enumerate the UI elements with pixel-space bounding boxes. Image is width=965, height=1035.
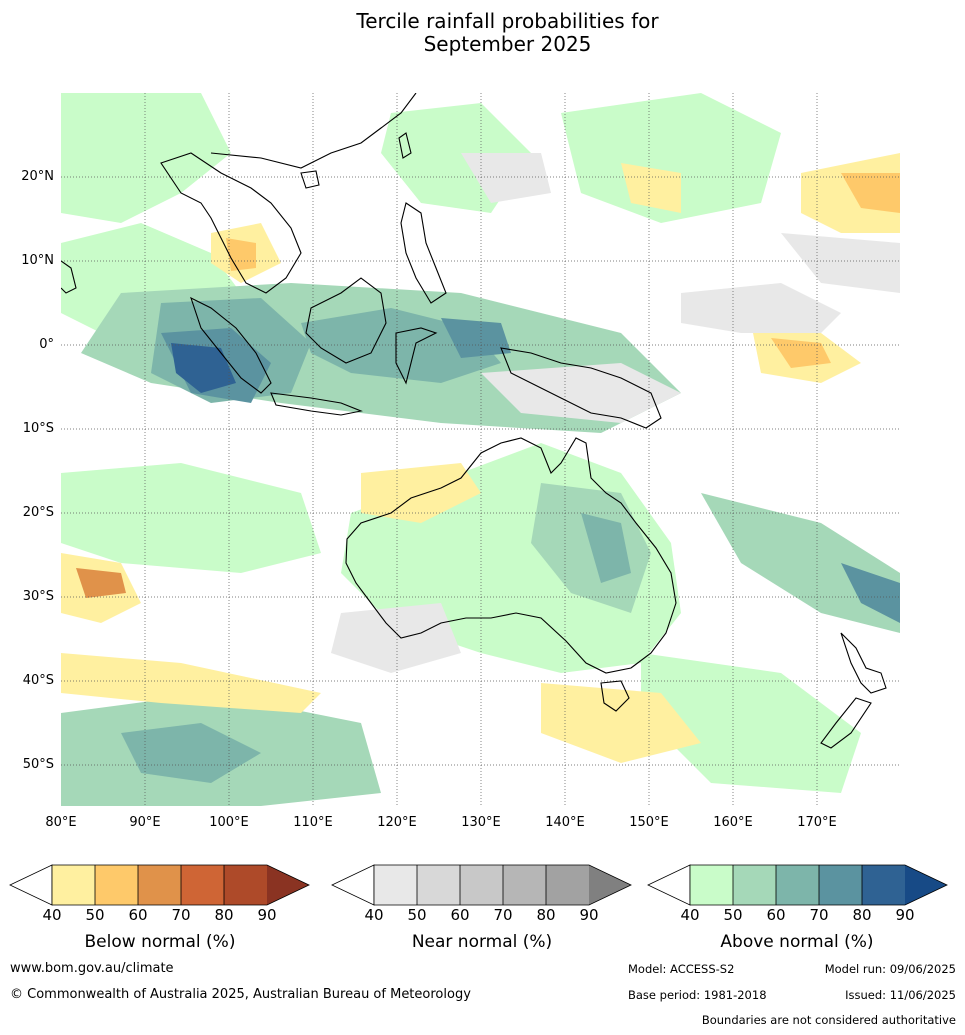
coastlines <box>60 92 887 749</box>
below-normal-label: Below normal (%) <box>84 932 236 952</box>
near-swatch-4 <box>503 865 546 905</box>
website-link[interactable]: www.bom.gov.au/climate <box>10 961 174 976</box>
below-swatch-6 <box>267 865 309 905</box>
lat-label-10n: 10°N <box>21 253 54 268</box>
below-swatch-3 <box>138 865 181 905</box>
lon-label-100e: 100°E <box>209 815 249 830</box>
sulawesi-coast <box>395 327 438 385</box>
below-swatch-1 <box>52 865 95 905</box>
lon-label-130e: 130°E <box>461 815 501 830</box>
lon-label-90e: 90°E <box>129 815 161 830</box>
above-tick-80: 80 <box>852 906 872 924</box>
near-swatch-3 <box>460 865 503 905</box>
base-period: Base period: 1981-2018 <box>628 988 767 1002</box>
lat-label-30s: 30°S <box>22 589 54 604</box>
indochina-coast <box>160 152 302 294</box>
below-tick-80: 80 <box>214 906 234 924</box>
below-tick-50: 50 <box>85 906 105 924</box>
near-tick-50: 50 <box>407 906 427 924</box>
below-swatch-5 <box>224 865 267 905</box>
below-tick-60: 60 <box>128 906 148 924</box>
near-tick-80: 80 <box>536 906 556 924</box>
graticule <box>61 93 900 806</box>
lon-label-120e: 120°E <box>377 815 417 830</box>
issued-date: Issued: 11/06/2025 <box>845 988 956 1002</box>
borneo-coast <box>305 277 387 364</box>
lat-label-50s: 50°S <box>22 757 54 772</box>
lon-label-80e: 80°E <box>45 815 77 830</box>
below-swatch-4 <box>181 865 224 905</box>
lon-label-110e: 110°E <box>293 815 333 830</box>
lat-label-40s: 40°S <box>22 673 54 688</box>
philippines-coast <box>400 202 447 304</box>
below-tick-90: 90 <box>257 906 277 924</box>
above-tick-60: 60 <box>766 906 786 924</box>
above-tick-50: 50 <box>723 906 743 924</box>
below-swatch-2 <box>95 865 138 905</box>
above-tick-90: 90 <box>895 906 915 924</box>
near-tick-60: 60 <box>450 906 470 924</box>
above-normal-label: Above normal (%) <box>720 932 874 952</box>
above-swatch-2 <box>733 865 776 905</box>
lon-label-140e: 140°E <box>545 815 585 830</box>
lat-label-0: 0° <box>39 337 54 352</box>
boundaries-disclaimer: Boundaries are not considered authoritat… <box>701 1013 956 1027</box>
taiwan-coast <box>398 132 412 159</box>
colorbar-above <box>647 864 948 906</box>
above-swatch-4 <box>819 865 862 905</box>
title-line-1: Tercile rainfall probabilities for <box>356 9 659 33</box>
near-tick-70: 70 <box>493 906 513 924</box>
java-coast <box>270 392 363 416</box>
new-zealand-coast <box>840 632 887 694</box>
lat-label-10s: 10°S <box>22 421 54 436</box>
above-tick-70: 70 <box>809 906 829 924</box>
near-swatch-5 <box>546 865 589 905</box>
sri-lanka-coast <box>60 260 77 294</box>
new-guinea-coast <box>500 347 662 429</box>
above-tick-40: 40 <box>680 906 700 924</box>
hainan-coast <box>300 170 320 189</box>
near-tick-40: 40 <box>364 906 384 924</box>
near-normal-label: Near normal (%) <box>411 932 553 952</box>
colorbar-below <box>9 864 310 906</box>
china-coast <box>210 92 417 169</box>
above-swatch-3 <box>776 865 819 905</box>
sumatra-coast <box>190 296 272 394</box>
lon-label-150e: 150°E <box>629 815 669 830</box>
australia-coast <box>345 437 677 674</box>
near-tick-90: 90 <box>579 906 599 924</box>
colorbar-near <box>331 864 632 906</box>
model-name: Model: ACCESS-S2 <box>628 962 735 976</box>
probability-shading <box>61 93 900 806</box>
below-tick-70: 70 <box>171 906 191 924</box>
lat-label-20n: 20°N <box>21 169 54 184</box>
above-swatch-5 <box>862 865 905 905</box>
new-zealand-south <box>820 697 872 749</box>
model-run-date: Model run: 09/06/2025 <box>824 962 956 976</box>
title-line-2: September 2025 <box>423 32 592 56</box>
tasmania-coast <box>600 680 630 712</box>
near-swatch-2 <box>417 865 460 905</box>
copyright-text: © Commonwealth of Australia 2025, Austra… <box>10 987 471 1002</box>
below-tick-40: 40 <box>42 906 62 924</box>
above-swatch-1 <box>690 865 733 905</box>
map-panel <box>60 92 900 806</box>
near-swatch-6 <box>589 865 631 905</box>
lon-label-170e: 170°E <box>797 815 837 830</box>
near-swatch-1 <box>374 865 417 905</box>
above-swatch-6 <box>905 865 947 905</box>
map-title: Tercile rainfall probabilities for Septe… <box>0 10 965 56</box>
lon-label-160e: 160°E <box>713 815 753 830</box>
map-canvas <box>60 92 900 806</box>
lat-label-20s: 20°S <box>22 505 54 520</box>
